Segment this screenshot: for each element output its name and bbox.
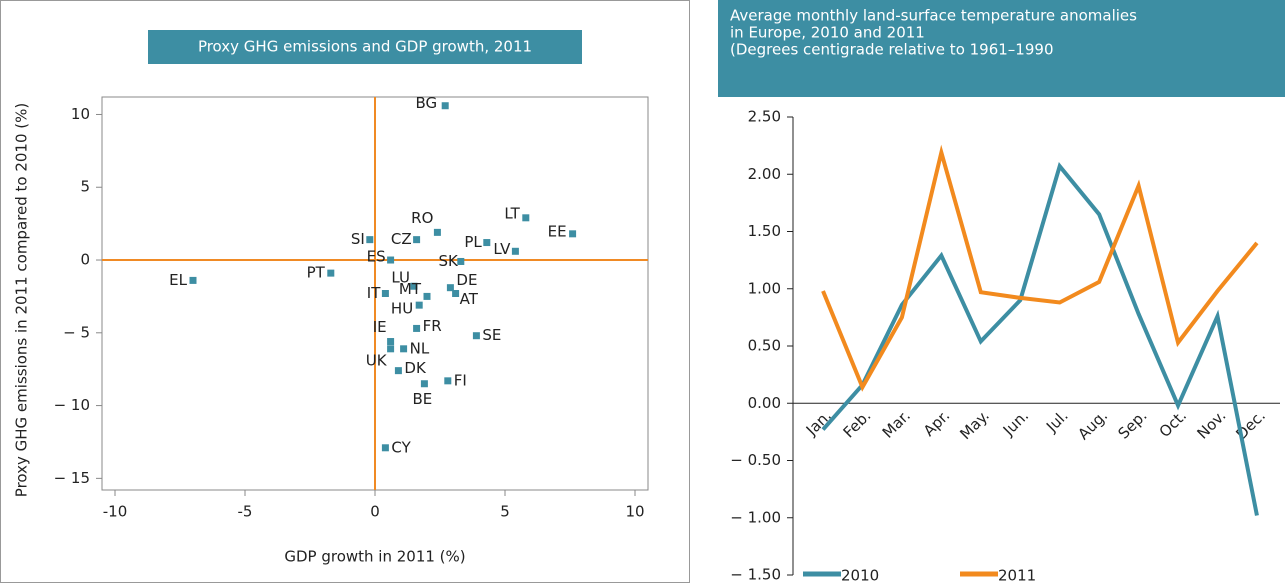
title-box bbox=[148, 30, 582, 64]
point-label: SI bbox=[351, 230, 365, 248]
x-tick-label: Sep. bbox=[1115, 407, 1151, 443]
point-label: RO bbox=[411, 209, 433, 227]
point bbox=[413, 324, 421, 332]
x-tick-label: Oct. bbox=[1156, 407, 1190, 441]
point-label: HU bbox=[391, 300, 413, 318]
point bbox=[452, 290, 460, 297]
point bbox=[327, 269, 335, 277]
point bbox=[423, 292, 431, 300]
point-label: BE bbox=[413, 390, 433, 408]
x-tick-label: -10 bbox=[103, 503, 128, 521]
point-label: MT bbox=[399, 280, 422, 298]
chart-title-line: in Europe, 2010 and 2011 bbox=[730, 24, 925, 42]
y-tick-label: 2.50 bbox=[748, 108, 781, 126]
y-tick-label: 1.00 bbox=[748, 279, 781, 297]
point bbox=[569, 230, 577, 238]
point bbox=[415, 301, 423, 309]
x-tick-label: -5 bbox=[238, 503, 253, 521]
y-tick-label: 0.50 bbox=[748, 337, 781, 355]
point bbox=[189, 276, 197, 284]
y-tick-label: − 10 bbox=[54, 396, 90, 414]
point bbox=[483, 239, 491, 247]
x-tick-label: Mar. bbox=[879, 407, 914, 442]
point-label: SK bbox=[438, 252, 459, 270]
point bbox=[387, 256, 395, 264]
point bbox=[511, 247, 519, 255]
title-box bbox=[718, 0, 1285, 97]
y-tick-label: 5 bbox=[80, 178, 90, 196]
y-tick-label: 0.00 bbox=[748, 394, 781, 412]
point bbox=[420, 380, 428, 388]
point bbox=[410, 282, 418, 290]
x-axis-label: GDP growth in 2011 (%) bbox=[284, 548, 465, 566]
point-label: CY bbox=[391, 438, 411, 456]
point-label: AT bbox=[460, 290, 479, 308]
point bbox=[446, 284, 454, 292]
point-label: ES bbox=[367, 248, 386, 266]
x-tick-label: Aug. bbox=[1074, 407, 1111, 444]
x-tick-label: Jun. bbox=[999, 407, 1032, 440]
x-tick-label: Nov. bbox=[1194, 407, 1230, 443]
chart-title-line: (Degrees centigrade relative to 1961–199… bbox=[730, 41, 1053, 59]
legend-label: 2010 bbox=[841, 567, 879, 583]
point-label: LV bbox=[493, 240, 511, 258]
point bbox=[394, 367, 402, 375]
point-label: DE bbox=[456, 271, 477, 289]
x-tick-label: Feb. bbox=[840, 407, 875, 442]
point bbox=[441, 102, 449, 110]
point bbox=[387, 345, 395, 353]
point-label: LT bbox=[504, 204, 520, 222]
series-line bbox=[821, 162, 1259, 516]
x-tick-label: May. bbox=[956, 407, 993, 444]
point-label: NL bbox=[410, 339, 430, 357]
point bbox=[381, 444, 389, 452]
x-tick-label: 5 bbox=[500, 503, 510, 521]
point bbox=[522, 214, 530, 222]
point bbox=[381, 290, 389, 297]
point-label: EL bbox=[169, 271, 187, 289]
point-label: EE bbox=[548, 222, 567, 240]
x-tick-label: Apr. bbox=[920, 407, 953, 440]
point-label: IT bbox=[367, 284, 381, 302]
y-tick-label: − 1.00 bbox=[730, 508, 781, 526]
chart-title: Proxy GHG emissions and GDP growth, 2011 bbox=[198, 38, 532, 56]
x-tick-label: Jul. bbox=[1042, 407, 1072, 437]
y-tick-label: − 5 bbox=[63, 323, 90, 341]
y-tick-label: 0 bbox=[80, 251, 90, 269]
panel-frame bbox=[0, 0, 690, 583]
y-tick-label: 10 bbox=[71, 105, 90, 123]
point bbox=[444, 377, 452, 385]
point bbox=[400, 345, 408, 353]
point-label: DK bbox=[404, 359, 427, 377]
point-label: IE bbox=[373, 318, 387, 336]
point-label: BG bbox=[416, 94, 438, 112]
point-label: UK bbox=[366, 351, 388, 369]
x-tick-label: 0 bbox=[370, 503, 380, 521]
point bbox=[366, 236, 374, 244]
chart-title-line: Average monthly land-surface temperature… bbox=[730, 7, 1137, 25]
point bbox=[413, 236, 421, 244]
x-tick-label: 10 bbox=[625, 503, 644, 521]
y-tick-label: − 0.50 bbox=[730, 451, 781, 469]
point-label: FI bbox=[454, 371, 467, 389]
point-label: PT bbox=[307, 264, 326, 282]
point-label: FR bbox=[423, 317, 442, 335]
point bbox=[433, 228, 441, 236]
point bbox=[472, 332, 480, 340]
series-line bbox=[821, 144, 1259, 392]
y-tick-label: − 15 bbox=[54, 469, 90, 487]
y-axis-label: Proxy GHG emissions in 2011 compared to … bbox=[13, 103, 31, 497]
point-label: SE bbox=[482, 326, 501, 344]
y-tick-label: − 1.50 bbox=[730, 566, 781, 583]
point-label: PL bbox=[464, 233, 482, 251]
point-label: CZ bbox=[391, 230, 412, 248]
legend-label: 2011 bbox=[998, 567, 1036, 583]
point bbox=[457, 257, 465, 265]
point-label: LU bbox=[391, 269, 410, 287]
point bbox=[387, 338, 395, 346]
y-tick-label: 2.00 bbox=[748, 165, 781, 183]
y-tick-label: 1.50 bbox=[748, 222, 781, 240]
